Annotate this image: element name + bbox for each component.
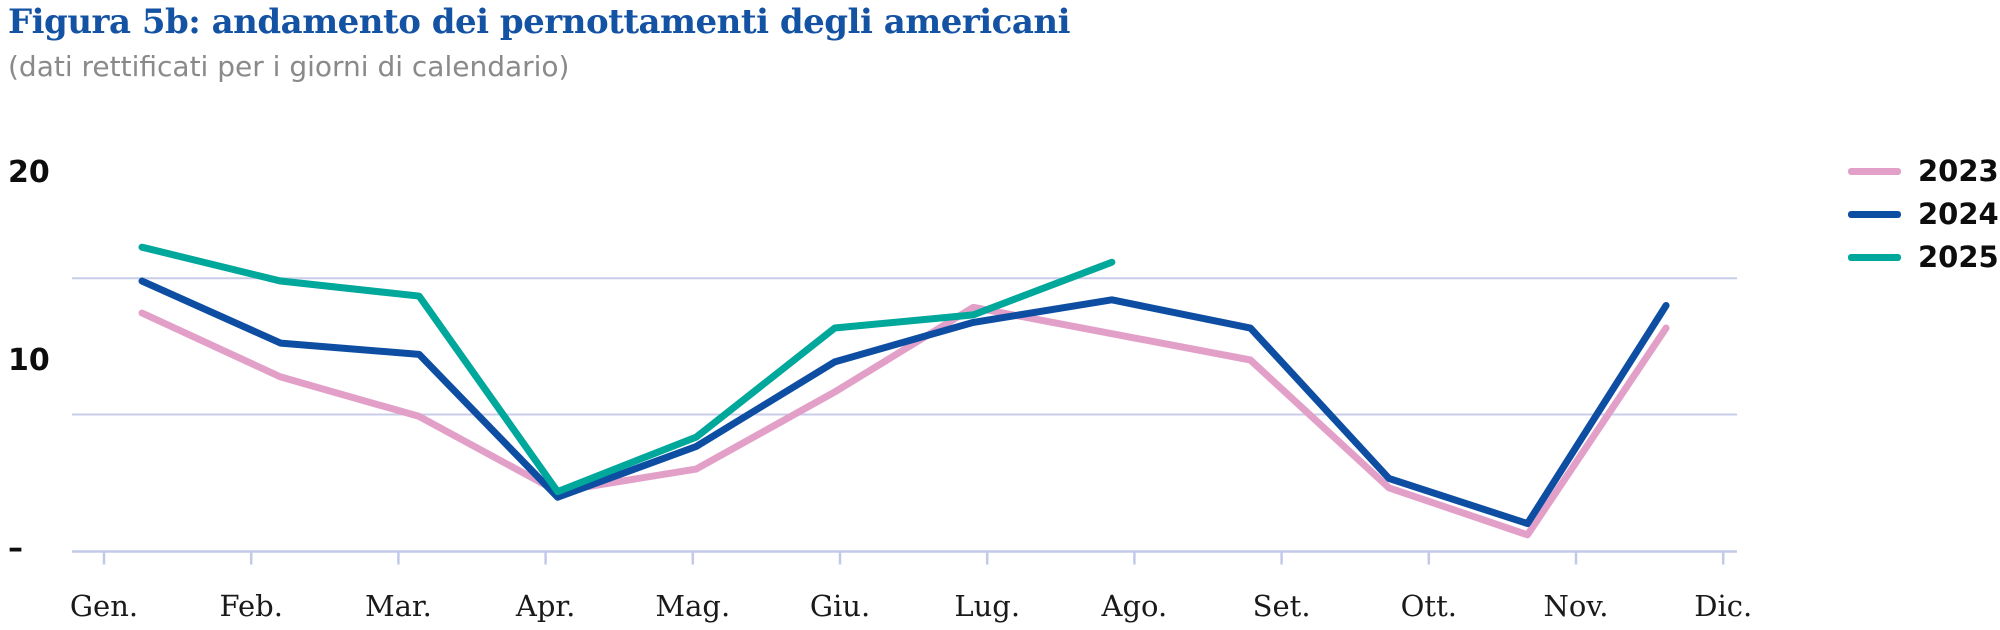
y-axis-label: 20: [8, 155, 50, 190]
month-label: Set.: [1253, 589, 1311, 623]
month-label: Mar.: [365, 589, 432, 623]
month-label: Lug.: [954, 589, 1020, 623]
legend-swatch-2025: [1848, 254, 1901, 261]
y-axis-label: –: [8, 531, 23, 566]
month-label: Gen.: [70, 589, 138, 623]
figure-title: Figura 5b: andamento dei pernottamenti d…: [8, 2, 1071, 42]
legend-swatch-2024: [1848, 211, 1901, 218]
legend-label-2025: 2025: [1918, 240, 1999, 274]
month-label: Mag.: [655, 589, 730, 623]
month-label: Apr.: [515, 589, 575, 623]
month-label: Nov.: [1544, 589, 1609, 623]
month-label: Ago.: [1101, 589, 1168, 623]
month-label: Ott.: [1401, 589, 1457, 623]
legend-label-2023: 2023: [1918, 154, 1999, 188]
month-label: Feb.: [219, 589, 282, 623]
month-label: Giu.: [810, 589, 870, 623]
legend-item-2024: 2024: [1848, 193, 1999, 236]
legend-swatch-2023: [1848, 168, 1901, 175]
series-line-2024: [138, 277, 1670, 528]
legend-item-2023: 2023: [1848, 150, 1999, 193]
series-line-2023: [138, 303, 1670, 539]
legend-label-2024: 2024: [1918, 197, 1999, 231]
legend: 2023 2024 2025: [1848, 150, 1999, 279]
legend-item-2025: 2025: [1848, 236, 1999, 279]
y-axis-label: 10: [8, 343, 50, 378]
series-line-2025: [138, 243, 1116, 496]
figure-subtitle: (dati rettificati per i giorni di calend…: [8, 50, 570, 83]
month-label: Dic.: [1694, 589, 1752, 623]
